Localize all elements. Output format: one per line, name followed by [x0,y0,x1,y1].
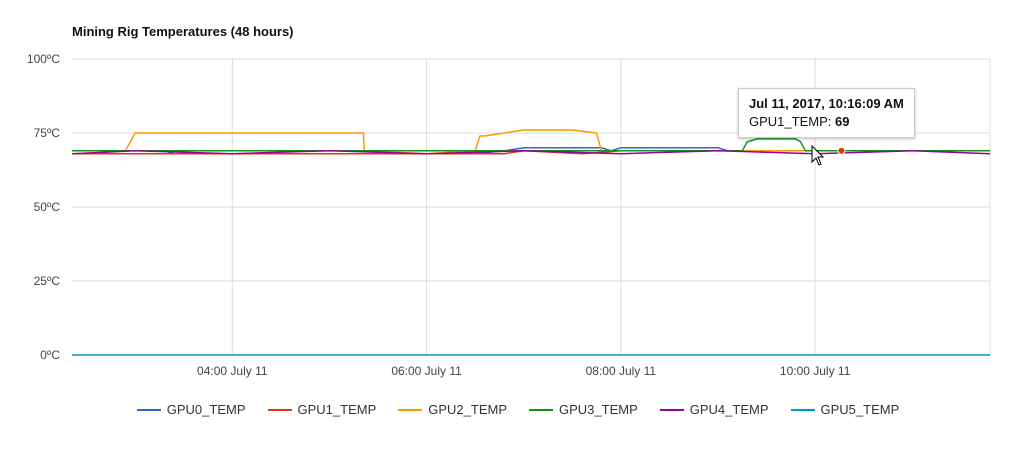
y-tick-label: 0ºC [40,348,60,362]
series-line-gpu3-temp [72,138,990,152]
legend-label: GPU2_TEMP [428,402,507,417]
legend-swatch [398,408,423,411]
tooltip-date: Jul 11, 2017, 10:16:09 AM [749,96,904,111]
legend-item[interactable]: GPU5_TEMP [790,402,900,417]
tooltip-row: GPU1_TEMP: 69 [749,113,904,131]
y-tick-label: 75ºC [34,126,61,140]
axis-tick-labels: 0ºC 25ºC 50ºC 75ºC 100ºC 04:00 July 11 06:00 J… [27,52,851,378]
line-chart: 0ºC 25ºC 50ºC 75ºC 100ºC 04:00 July 11 06:00 J… [27,52,991,378]
series-lines [71,129,991,356]
tooltip-value: 69 [834,114,850,129]
legend-item[interactable]: GPU0_TEMP [136,402,246,417]
legend-swatch [790,408,815,411]
chart-tooltip: Jul 11, 2017, 10:16:09 AM GPU1_TEMP: 69 [738,88,915,138]
legend-swatch [267,408,292,411]
y-tick-label: 50ºC [34,200,61,214]
tooltip-series-label: GPU1_TEMP: [749,114,832,129]
legend-item[interactable]: GPU1_TEMP [267,402,377,417]
legend-swatch [529,408,553,411]
x-tick-label: 04:00 July 11 [197,364,268,378]
legend-label: GPU1_TEMP [297,402,377,417]
legend-label: GPU5_TEMP [820,402,900,417]
x-tick-label: 10:00 July 11 [780,364,851,378]
legend-label: GPU0_TEMP [166,402,246,417]
legend-swatch [659,408,684,411]
chart-legend: GPU0_TEMP GPU1_TEMP GPU2_TEMP GPU3_TEMP GPU4… [0,402,1036,417]
hover-point [837,146,846,155]
chart-title: Mining Rig Temperatures (48 hours) [72,24,294,39]
legend-label: GPU4_TEMP [689,402,769,417]
x-tick-label: 08:00 July 11 [586,364,657,378]
y-tick-label: 25ºC [34,274,61,288]
legend-swatch [136,408,161,411]
series-line-gpu4-temp [71,150,991,155]
x-tick-label: 06:00 July 11 [391,364,462,378]
y-tick-label: 100ºC [27,52,60,66]
mouse-cursor-icon [811,144,825,166]
legend-item[interactable]: GPU4_TEMP [659,402,769,417]
legend-item[interactable]: GPU3_TEMP [529,402,638,417]
legend-label: GPU3_TEMP [559,402,638,417]
legend-item[interactable]: GPU2_TEMP [398,402,507,417]
